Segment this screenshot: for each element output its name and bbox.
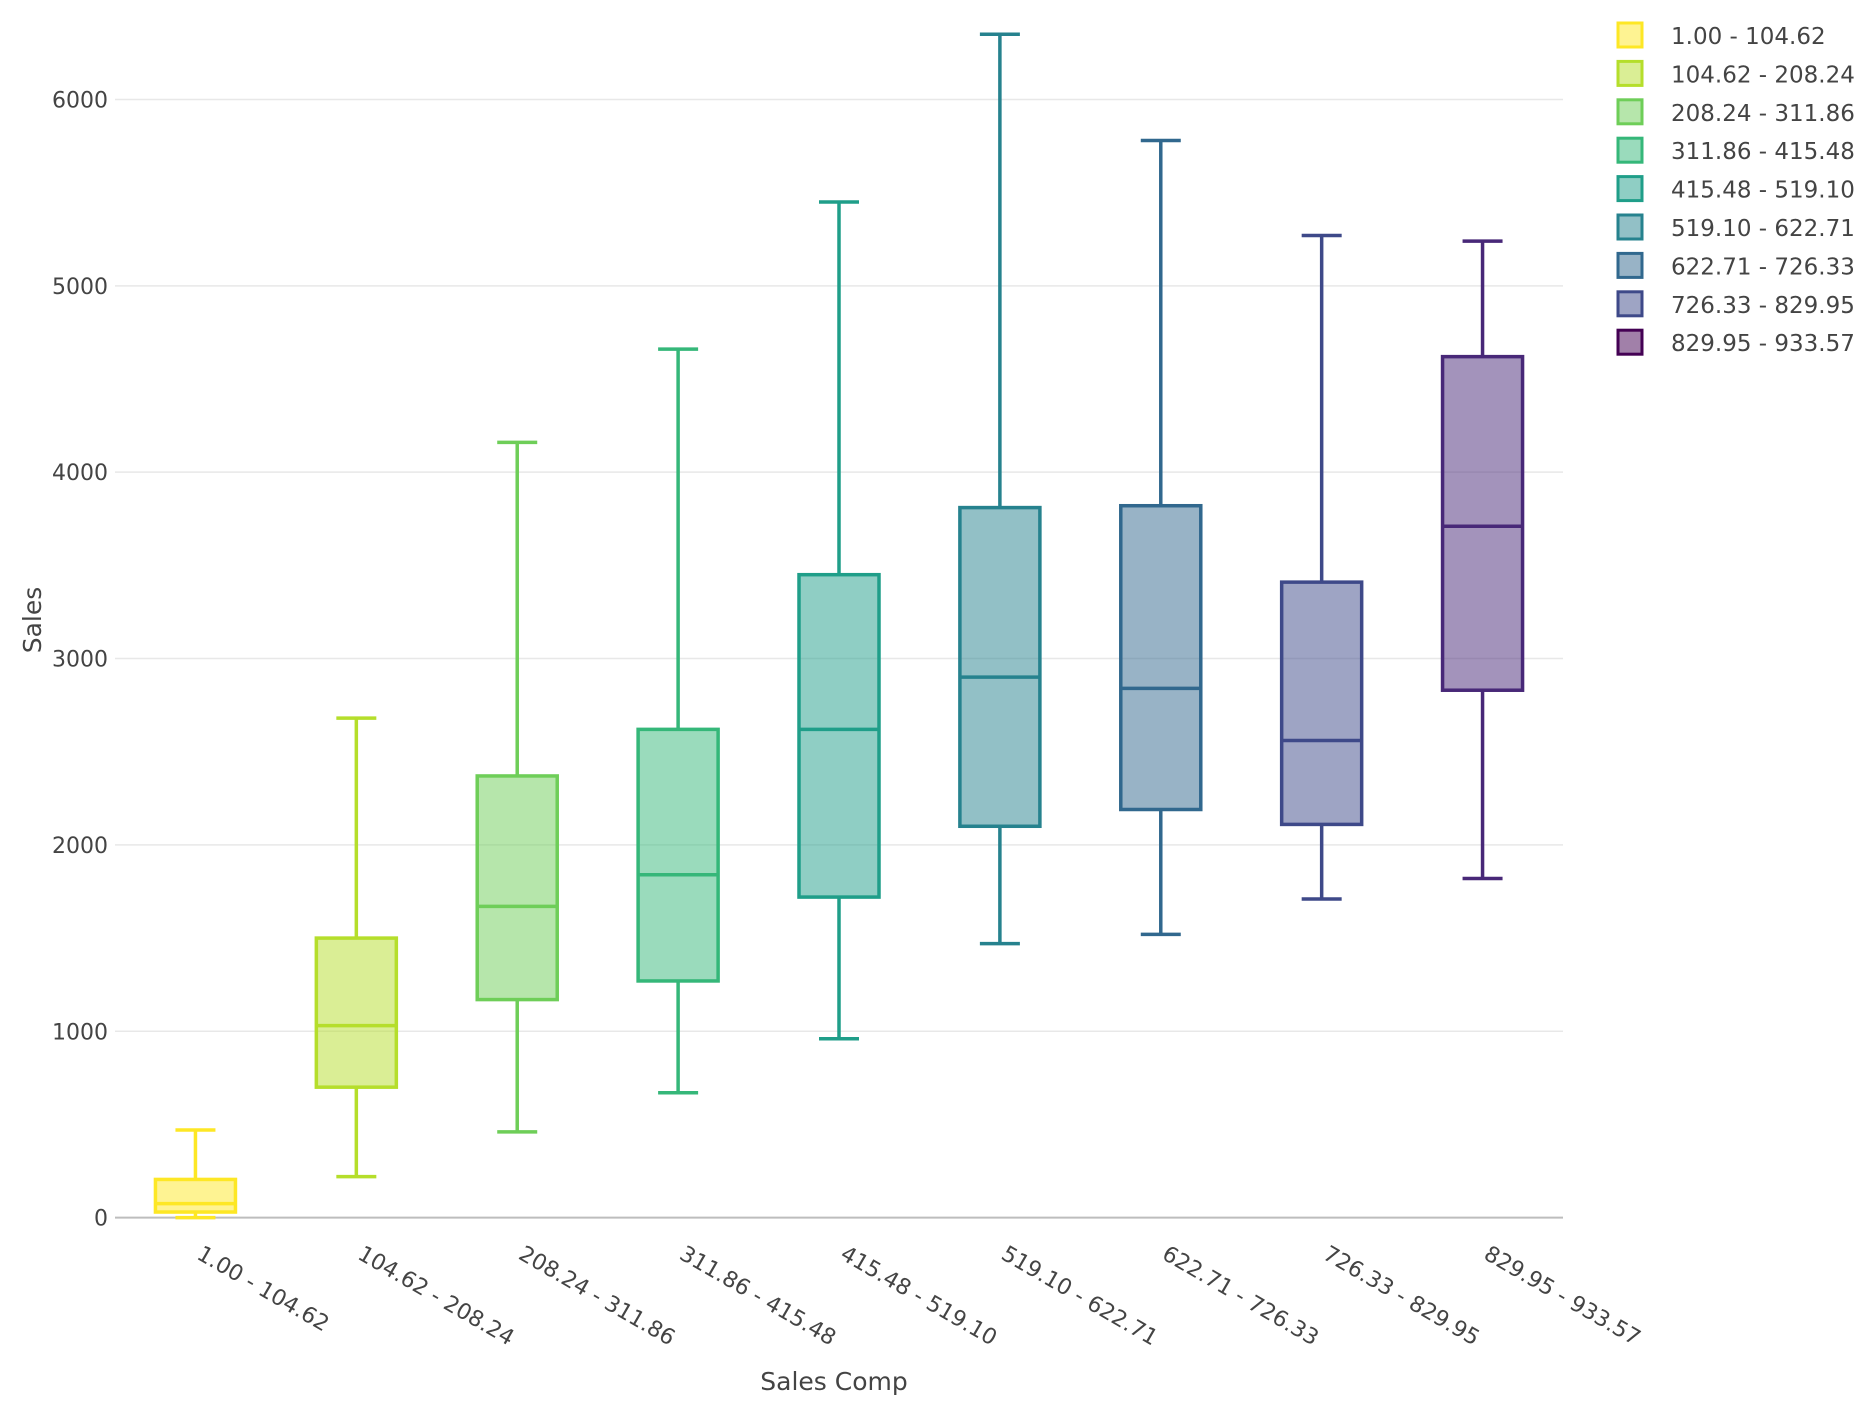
x-tick-label: 208.24 - 311.86 <box>514 1242 679 1352</box>
y-tick-label: 3000 <box>52 648 108 673</box>
iqr-box <box>314 936 399 1089</box>
box-2[interactable] <box>314 716 399 1179</box>
iqr-box <box>475 774 559 1002</box>
iqr-box <box>958 505 1042 829</box>
x-tick-label: 829.95 - 933.57 <box>1480 1242 1645 1352</box>
legend-label: 208.24 - 311.86 <box>1671 101 1855 127</box>
y-axis-title: Sales <box>18 587 47 654</box>
y-tick-label: 4000 <box>52 461 108 486</box>
legend-label: 622.71 - 726.33 <box>1671 254 1855 280</box>
legend-swatch <box>1616 213 1644 241</box>
box-1[interactable] <box>153 1128 238 1220</box>
box-5[interactable] <box>797 200 881 1041</box>
legend-swatch <box>1616 59 1644 87</box>
y-tick-label: 1000 <box>52 1020 108 1045</box>
legend: 1.00 - 104.62 104.62 - 208.24 208.24 - 311… <box>1616 21 1855 357</box>
legend-label: 726.33 - 829.95 <box>1671 293 1855 319</box>
legend-swatch <box>1616 290 1644 318</box>
legend-swatch <box>1616 98 1644 126</box>
x-tick-label: 415.48 - 519.10 <box>836 1242 1001 1352</box>
legend-item-4[interactable]: 311.86 - 415.48 <box>1616 136 1855 165</box>
x-tick-label: 726.33 - 829.95 <box>1319 1242 1484 1352</box>
x-tick-label: 1.00 - 104.62 <box>192 1242 333 1338</box>
x-axis-title: Sales Comp <box>760 1367 907 1396</box>
box-4[interactable] <box>636 347 720 1095</box>
x-tick-label: 311.86 - 415.48 <box>675 1242 840 1352</box>
legend-label: 311.86 - 415.48 <box>1671 139 1855 165</box>
box-3[interactable] <box>475 440 559 1134</box>
x-tick-label: 622.71 - 726.33 <box>1158 1242 1323 1352</box>
iqr-box <box>797 572 881 899</box>
legend-item-5[interactable]: 415.48 - 519.10 <box>1616 175 1855 204</box>
legend-item-1[interactable]: 1.00 - 104.62 <box>1616 21 1826 50</box>
legend-label: 415.48 - 519.10 <box>1671 178 1855 204</box>
y-tick-label: 2000 <box>52 834 108 859</box>
iqr-box <box>636 727 720 983</box>
legend-label: 829.95 - 933.57 <box>1671 331 1855 357</box>
legend-swatch <box>1616 21 1644 49</box>
legend-item-3[interactable]: 208.24 - 311.86 <box>1616 98 1855 127</box>
legend-item-7[interactable]: 622.71 - 726.33 <box>1616 251 1855 280</box>
y-tick-label: 0 <box>94 1207 108 1232</box>
y-axis-ticks: 0 1000 2000 3000 4000 5000 6000 <box>52 88 108 1231</box>
x-tick-label: 104.62 - 208.24 <box>353 1242 518 1352</box>
legend-item-6[interactable]: 519.10 - 622.71 <box>1616 213 1855 242</box>
legend-item-8[interactable]: 726.33 - 829.95 <box>1616 290 1855 319</box>
box-series <box>153 32 1525 1220</box>
iqr-box <box>1279 580 1364 827</box>
box-6[interactable] <box>958 32 1042 946</box>
x-tick-label: 519.10 - 622.71 <box>997 1242 1162 1352</box>
iqr-box <box>153 1177 238 1214</box>
iqr-box <box>1440 354 1525 692</box>
legend-label: 1.00 - 104.62 <box>1671 24 1826 50</box>
legend-swatch <box>1616 175 1644 203</box>
legend-swatch <box>1616 328 1644 356</box>
legend-item-9[interactable]: 829.95 - 933.57 <box>1616 328 1855 357</box>
box-9[interactable] <box>1440 239 1525 881</box>
legend-item-2[interactable]: 104.62 - 208.24 <box>1616 59 1855 88</box>
box-7[interactable] <box>1119 138 1203 937</box>
legend-swatch <box>1616 136 1644 164</box>
y-tick-label: 6000 <box>52 88 108 113</box>
iqr-box <box>1119 503 1203 812</box>
y-tick-label: 5000 <box>52 275 108 300</box>
box-8[interactable] <box>1279 233 1364 901</box>
legend-label: 104.62 - 208.24 <box>1671 62 1855 88</box>
legend-label: 519.10 - 622.71 <box>1671 216 1855 242</box>
legend-swatch <box>1616 251 1644 279</box>
